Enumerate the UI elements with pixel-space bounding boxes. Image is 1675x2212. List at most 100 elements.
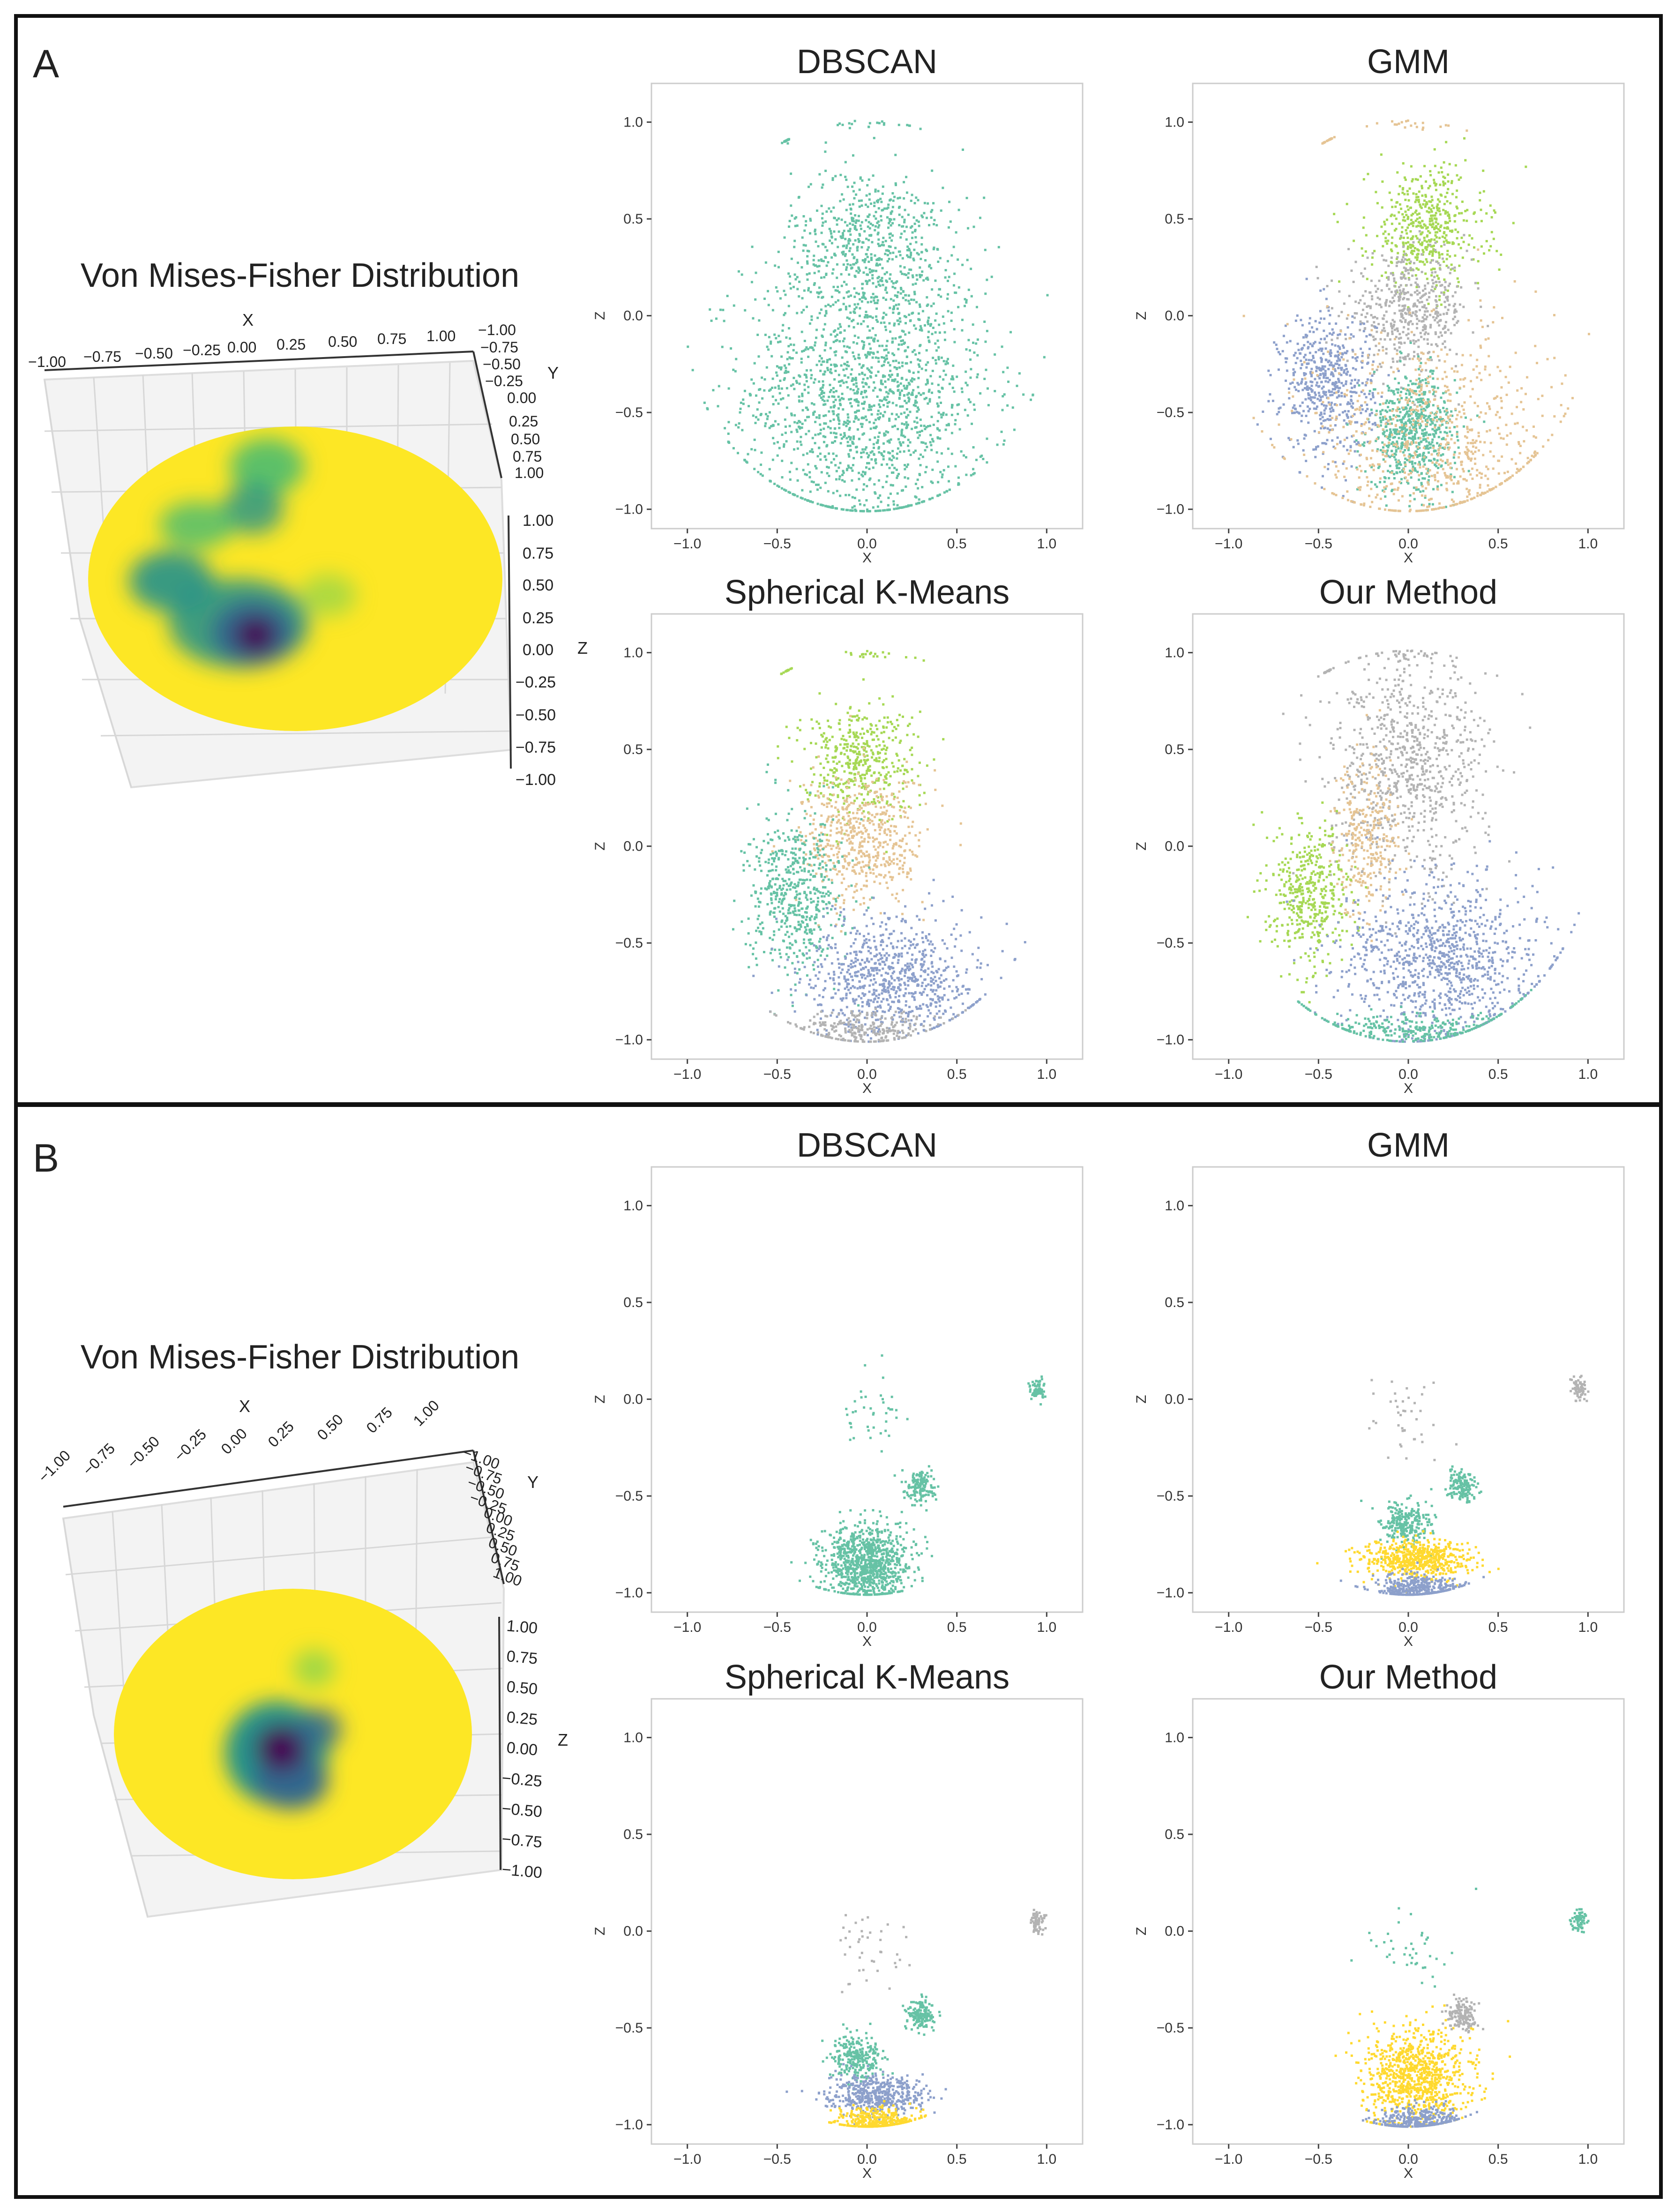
scatter-point: [821, 212, 824, 215]
scatter-point: [1388, 387, 1391, 389]
scatter-point: [1411, 180, 1413, 183]
scatter-point: [1440, 166, 1443, 169]
scatter-point: [1404, 476, 1407, 479]
scatter-point: [1415, 450, 1418, 453]
scatter-point: [845, 259, 848, 262]
scatter-point: [785, 369, 787, 372]
scatter-point: [885, 391, 888, 394]
scatter-point: [740, 401, 742, 404]
scatter-point: [810, 402, 813, 405]
scatter-point: [829, 347, 832, 350]
scatter-point: [947, 448, 950, 450]
vmf-x-tick: −0.25: [183, 342, 221, 359]
scatter-point: [870, 202, 873, 205]
scatter-point: [873, 202, 876, 204]
scatter-point: [1500, 406, 1503, 409]
scatter-point: [858, 499, 861, 502]
scatter-point: [1453, 303, 1456, 306]
scatter-point: [1331, 388, 1334, 390]
scatter-point: [1534, 290, 1537, 293]
scatter-point: [1393, 294, 1396, 297]
scatter-point: [883, 411, 886, 413]
scatter-point: [1421, 231, 1424, 234]
scatter-point: [907, 414, 910, 417]
scatter-point: [1395, 291, 1398, 293]
scatter-point: [802, 309, 805, 312]
scatter-point: [847, 416, 850, 419]
scatter-point: [1435, 432, 1437, 434]
scatter-point: [1418, 413, 1421, 416]
scatter-point: [1375, 191, 1377, 194]
scatter-point: [942, 413, 944, 416]
scatter-point: [1406, 259, 1409, 262]
scatter-point: [826, 399, 829, 402]
scatter-point: [1450, 473, 1452, 476]
scatter-point: [1424, 415, 1427, 418]
scatter-point: [1347, 248, 1350, 251]
scatter-point: [880, 201, 883, 203]
scatter-point: [830, 389, 832, 392]
scatter-point: [1404, 426, 1406, 429]
scatter-point: [900, 288, 903, 291]
scatter-point: [1413, 404, 1416, 406]
scatter-point: [880, 219, 883, 222]
scatter-point: [1269, 438, 1272, 441]
scatter-point: [1398, 467, 1400, 470]
scatter-point: [874, 334, 877, 336]
scatter-point: [941, 473, 944, 476]
scatter-point: [1379, 497, 1382, 500]
scatter-point: [808, 430, 810, 433]
scatter-point: [1336, 359, 1339, 362]
scatter-point: [1410, 218, 1413, 221]
scatter-point: [805, 306, 808, 308]
scatter-point: [1376, 202, 1379, 205]
vmf-blob: [159, 501, 234, 548]
scatter-point: [1480, 245, 1483, 248]
scatter-point: [1362, 178, 1365, 181]
scatter-point: [1427, 243, 1430, 246]
scatter-point: [796, 312, 799, 314]
scatter-point: [1317, 391, 1320, 394]
scatter-point: [930, 216, 933, 219]
scatter-point: [1310, 375, 1313, 378]
scatter-point: [924, 449, 927, 452]
scatter-point: [1331, 394, 1334, 396]
scatter-point: [1431, 225, 1434, 228]
scatter-point: [1416, 417, 1419, 420]
scatter-point: [1428, 359, 1430, 361]
scatter-point: [871, 450, 874, 453]
scatter-point: [1330, 361, 1332, 364]
scatter-point: [1408, 400, 1411, 403]
scatter-point: [1420, 397, 1422, 400]
scatter-point: [1416, 456, 1419, 458]
scatter-point: [927, 361, 929, 364]
scatter-point: [893, 195, 896, 198]
scatter-point: [1414, 433, 1417, 436]
scatter-point: [840, 237, 843, 239]
scatter-point: [1323, 374, 1325, 377]
scatter-point: [1402, 261, 1405, 263]
scatter-point: [1480, 319, 1482, 322]
scatter-point: [1013, 428, 1016, 431]
scatter-point: [916, 421, 919, 424]
scatter-point: [1424, 362, 1427, 365]
scatter-point: [1320, 369, 1323, 372]
scatter-point: [839, 403, 842, 405]
scatter-point: [1423, 393, 1426, 396]
scatter-point: [932, 202, 935, 205]
scatter-point: [805, 406, 808, 409]
scatter-point: [1416, 405, 1419, 408]
scatter-point: [858, 471, 860, 474]
scatter-point: [860, 417, 863, 419]
scatter-point: [1324, 407, 1327, 410]
scatter-point: [1412, 455, 1414, 457]
scatter-point: [1389, 409, 1391, 412]
scatter-point: [885, 344, 888, 347]
scatter-point: [920, 258, 922, 261]
scatter-point: [845, 247, 848, 249]
scatter-point: [857, 353, 860, 356]
scatter-point: [954, 423, 957, 426]
scatter-point: [766, 418, 769, 420]
scatter-point: [1387, 422, 1390, 425]
scatter-point: [859, 298, 861, 301]
